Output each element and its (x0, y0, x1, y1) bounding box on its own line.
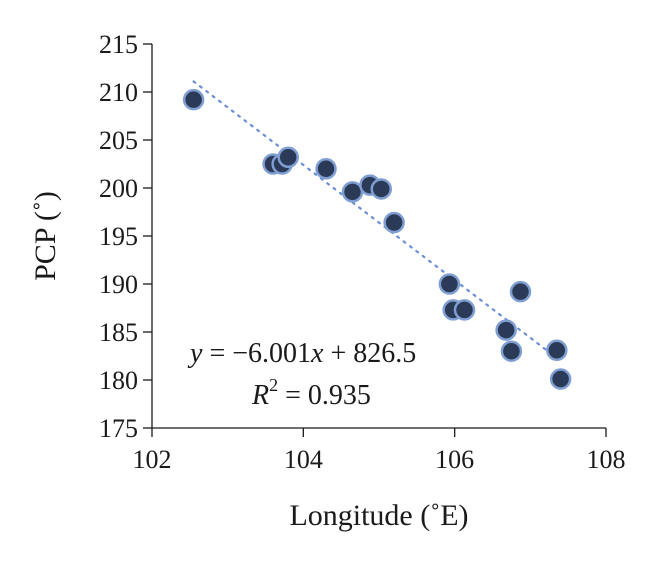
data-points (182, 88, 572, 390)
regression-equation: y = −6.001x + 826.5 (187, 338, 416, 369)
data-point (370, 178, 393, 200)
equation-slope: = −6.001 (202, 338, 311, 369)
x-tick-label: 104 (284, 445, 323, 474)
data-point (500, 340, 523, 362)
y-tick-label: 210 (99, 78, 138, 107)
y-tick-label: 175 (99, 414, 138, 443)
data-point (495, 319, 517, 341)
data-point (383, 211, 405, 234)
r-squared: R2 = 0.935 (251, 375, 371, 411)
r-squared-value: = 0.935 (278, 380, 371, 411)
y-tick-label: 185 (99, 318, 138, 347)
y-tick-label: 190 (99, 270, 138, 299)
equation-x: x (310, 338, 324, 369)
data-point (277, 146, 299, 169)
y-tick-label: 215 (99, 30, 138, 59)
data-point (546, 339, 568, 361)
x-tick-label: 106 (435, 445, 474, 474)
y-tick-label: 195 (99, 222, 138, 251)
data-point (438, 273, 461, 295)
y-axis: 175 180 185 190 195 200 205 210 215 (99, 30, 153, 443)
trendline (192, 80, 562, 362)
y-axis-title: PCP (˚) (29, 191, 62, 281)
y-tick-label: 205 (99, 126, 138, 155)
data-point (315, 158, 337, 180)
x-axis: 102 104 106 108 (133, 427, 626, 474)
data-point (341, 181, 364, 203)
r-squared-exponent: 2 (269, 375, 278, 395)
y-tick-group: 175 180 185 190 195 200 205 210 215 (99, 30, 152, 443)
equation-intercept: + 826.5 (323, 338, 416, 369)
y-tick-label: 200 (99, 174, 138, 203)
data-point (509, 280, 532, 303)
data-point (182, 88, 205, 111)
x-tick-label: 108 (587, 445, 626, 474)
r-squared-symbol: R (251, 380, 269, 411)
x-tick-label: 102 (133, 445, 172, 474)
x-axis-title: Longitude (˚E) (289, 499, 468, 532)
equation-y: y (187, 338, 203, 369)
data-point (549, 368, 572, 390)
x-tick-group: 102 104 106 108 (133, 428, 626, 474)
data-point (453, 299, 476, 321)
y-tick-label: 180 (99, 366, 138, 395)
